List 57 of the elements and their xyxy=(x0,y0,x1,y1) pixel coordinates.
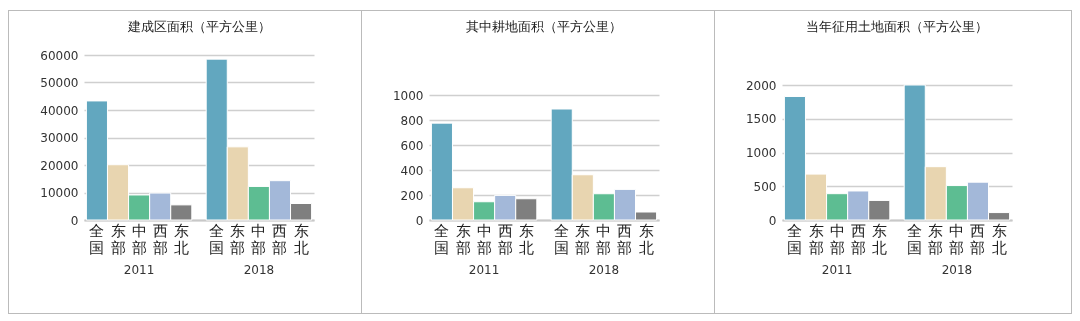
series-label: 西部 xyxy=(850,222,866,257)
y-tick-label: 200 xyxy=(400,188,424,203)
series-label: 东北 xyxy=(871,222,887,257)
text: 中部 xyxy=(596,222,612,257)
x-tick-label: 2018 xyxy=(941,262,973,277)
text: 西部 xyxy=(272,222,288,257)
y-tick-label: 1500 xyxy=(745,112,777,127)
text: 西部 xyxy=(617,222,633,257)
chart-title: 建成区面积（平方公里） xyxy=(126,19,271,34)
text: 中部 xyxy=(949,222,965,257)
text: 全国 xyxy=(209,222,225,257)
text: 东部 xyxy=(230,222,246,257)
series-label: 东部 xyxy=(808,222,824,257)
text: 全国 xyxy=(554,222,570,257)
series-label: 中部 xyxy=(131,222,147,257)
series-label: 全国 xyxy=(89,222,105,257)
series-label: 东部 xyxy=(110,222,126,257)
text: 东北 xyxy=(991,222,1007,257)
y-tick-label: 800 xyxy=(400,113,424,128)
y-tick-label: 50000 xyxy=(40,76,79,90)
series-label: 西部 xyxy=(497,222,513,257)
series-label: 全国 xyxy=(434,222,450,257)
series-label: 东北 xyxy=(173,222,189,257)
chart-title: 当年征用土地面积（平方公里） xyxy=(806,19,988,34)
y-tick-label: 60000 xyxy=(40,48,79,63)
x-tick-label: 2011 xyxy=(821,262,853,277)
x-tick-label: 2011 xyxy=(123,262,155,277)
text: 东北 xyxy=(638,222,654,257)
text: 全国 xyxy=(907,222,923,257)
x-tick-label: 2011 xyxy=(468,262,500,277)
text: 西部 xyxy=(970,222,986,257)
y-tick-label: 30000 xyxy=(40,131,79,145)
y-tick-label: 0 xyxy=(70,213,79,228)
y-tick-label: 1000 xyxy=(745,146,777,160)
y-tick-label: 1000 xyxy=(392,88,424,103)
x-tick-label: 2018 xyxy=(243,262,275,277)
x-tick-label: 2018 xyxy=(588,262,620,277)
series-label: 中部 xyxy=(476,222,492,257)
y-tick-label: 0 xyxy=(415,213,424,228)
y-tick-label: 2000 xyxy=(745,78,777,93)
chart-title: 其中耕地面积（平方公里） xyxy=(466,19,622,34)
series-label: 全国 xyxy=(787,222,803,257)
series-label: 西部 xyxy=(152,222,168,257)
y-tick-label: 400 xyxy=(400,163,424,178)
y-tick-label: 0 xyxy=(768,213,777,228)
series-label: 中部 xyxy=(829,222,845,257)
y-tick-label: 10000 xyxy=(40,186,79,200)
text: 东北 xyxy=(293,222,309,257)
series-label: 东北 xyxy=(518,222,534,257)
text: 东部 xyxy=(928,222,944,257)
y-tick-label: 500 xyxy=(753,179,777,194)
y-tick-label: 40000 xyxy=(40,103,79,118)
series-label: 东部 xyxy=(455,222,471,257)
text: 东部 xyxy=(575,222,591,257)
y-tick-label: 600 xyxy=(400,138,424,153)
text: 中部 xyxy=(251,222,267,257)
y-tick-label: 20000 xyxy=(40,158,79,173)
